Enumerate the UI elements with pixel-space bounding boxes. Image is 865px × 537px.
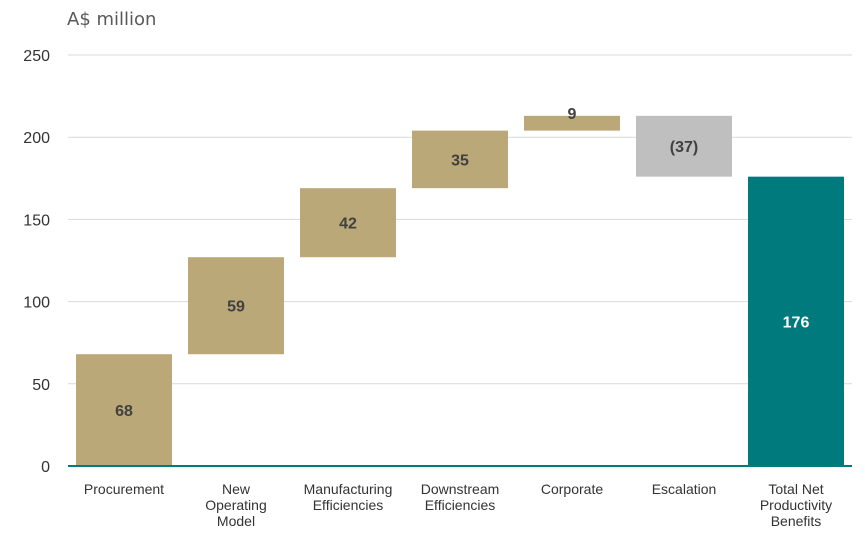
category-labels: Procurement New Operating Model Manufacturin… bbox=[84, 481, 832, 529]
data-label: (37) bbox=[670, 139, 698, 156]
category-label: Escalation bbox=[652, 481, 717, 497]
bar-increase bbox=[188, 257, 284, 355]
category-label-line: Benefits bbox=[771, 513, 822, 529]
bars bbox=[76, 115, 844, 466]
y-tick-label: 100 bbox=[23, 295, 50, 312]
category-label-line: Corporate bbox=[541, 481, 603, 497]
category-label-line: Total Net bbox=[768, 481, 823, 497]
y-tick-label: 150 bbox=[23, 212, 50, 229]
category-label-line: Model bbox=[217, 513, 255, 529]
category-label-line: Downstream bbox=[421, 481, 500, 497]
category-label: Procurement bbox=[84, 481, 164, 497]
category-label-line: Productivity bbox=[760, 497, 832, 513]
category-label: Total Net Productivity Benefits bbox=[760, 481, 832, 529]
category-label-line: New bbox=[222, 481, 251, 497]
category-label-line: Efficiencies bbox=[425, 497, 496, 513]
unit-label: A$ million bbox=[67, 9, 156, 30]
data-labels: 68 59 42 35 9 (37) 176 bbox=[115, 106, 809, 420]
data-label: 68 bbox=[115, 403, 133, 420]
data-label: 42 bbox=[339, 216, 357, 233]
bar-decrease bbox=[636, 115, 732, 177]
category-label: Manufacturing Efficiencies bbox=[304, 481, 393, 513]
bar-increase bbox=[300, 188, 396, 258]
category-label-line: Manufacturing bbox=[304, 481, 393, 497]
category-label: New Operating Model bbox=[205, 481, 266, 529]
y-axis-ticks: 0 50 100 150 200 250 bbox=[23, 48, 50, 476]
data-label: 176 bbox=[783, 314, 810, 331]
category-label: Corporate bbox=[541, 481, 603, 497]
y-tick-label: 200 bbox=[23, 130, 50, 147]
bar-increase bbox=[76, 354, 172, 466]
bar-increase bbox=[412, 130, 508, 189]
gridlines bbox=[68, 54, 852, 385]
bar-increase bbox=[524, 115, 620, 131]
data-label: 59 bbox=[227, 299, 245, 316]
y-tick-label: 250 bbox=[23, 48, 50, 65]
category-label-line: Escalation bbox=[652, 481, 717, 497]
y-tick-label: 50 bbox=[32, 377, 50, 394]
bar-total bbox=[748, 176, 844, 466]
category-label-line: Procurement bbox=[84, 481, 164, 497]
category-label: Downstream Efficiencies bbox=[421, 481, 500, 513]
category-label-line: Operating bbox=[205, 497, 266, 513]
y-tick-label: 0 bbox=[41, 459, 50, 476]
data-label: 9 bbox=[568, 106, 577, 123]
data-label: 35 bbox=[451, 152, 469, 169]
category-label-line: Efficiencies bbox=[313, 497, 384, 513]
